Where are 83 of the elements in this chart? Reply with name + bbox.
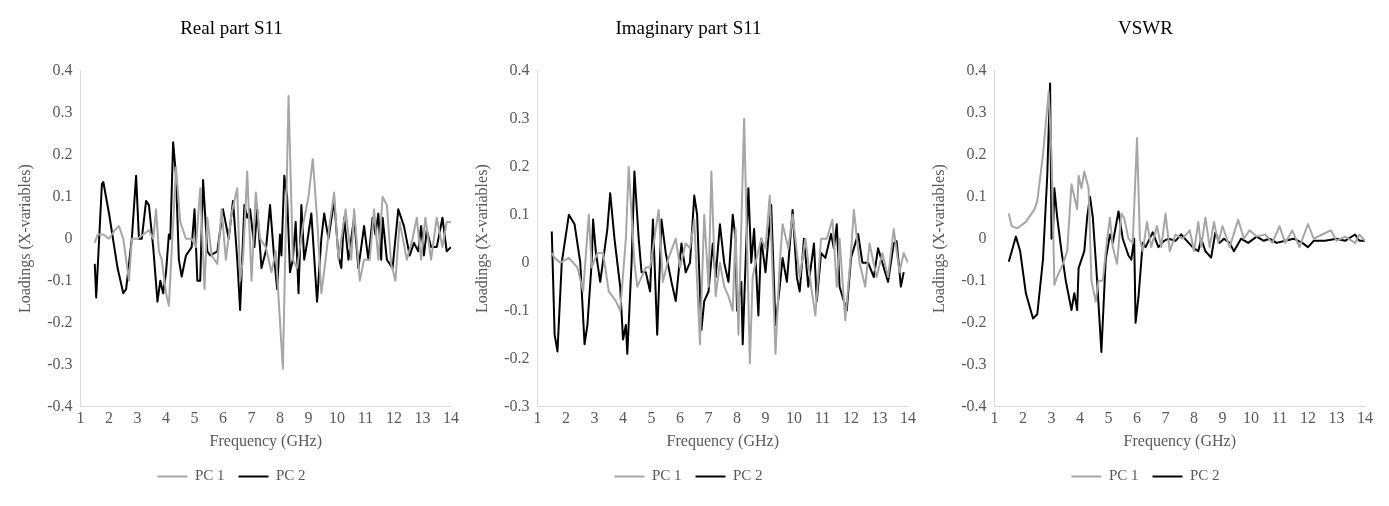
chart-title: Imaginary part S11 (615, 17, 762, 39)
legend-label: PC 1 (1108, 467, 1139, 484)
x-tick-label: 5 (190, 409, 199, 427)
x-axis-title: Frequency (GHz) (209, 431, 322, 450)
x-tick-label: 8 (733, 409, 742, 427)
y-tick-label: -0.3 (961, 354, 987, 372)
y-tick-label: -0.1 (47, 270, 73, 288)
x-tick-label: 14 (1357, 409, 1373, 427)
y-axis-title: Loadings (X-variables) (472, 164, 491, 314)
y-tick-label: 0.4 (966, 61, 987, 78)
y-axis-title: Loadings (X-variables) (929, 164, 948, 314)
x-tick-label: 11 (1271, 409, 1288, 427)
x-tick-label: 3 (133, 409, 142, 427)
x-tick-label: 2 (562, 409, 571, 427)
x-tick-label: 12 (386, 409, 402, 427)
x-tick-label: 13 (1328, 409, 1345, 427)
x-tick-label: 7 (1161, 409, 1170, 427)
y-axis-title: Loadings (X-variables) (15, 164, 34, 314)
y-tick-label: 0.3 (966, 102, 987, 120)
x-tick-label: 14 (900, 409, 916, 427)
legend-label: PC 1 (194, 467, 225, 484)
x-tick-label: 7 (247, 409, 256, 427)
y-tick-label: -0.4 (961, 396, 987, 414)
y-tick-label: 0.3 (509, 108, 530, 126)
legend-label: PC 2 (1190, 467, 1220, 484)
x-tick-label: 3 (590, 409, 599, 427)
y-tick-label: -0.1 (961, 270, 987, 288)
x-tick-label: 4 (1076, 409, 1085, 427)
legend-label: PC 1 (651, 467, 682, 484)
x-tick-label: 6 (676, 409, 685, 427)
x-tick-label: 8 (276, 409, 285, 427)
y-tick-label: 0.2 (52, 144, 73, 162)
y-tick-label: -0.2 (961, 312, 987, 330)
legend-label: PC 2 (276, 467, 306, 484)
x-tick-label: 11 (357, 409, 374, 427)
y-tick-label: 0.1 (52, 186, 73, 204)
x-tick-label: 5 (647, 409, 656, 427)
y-tick-label: 0 (978, 228, 987, 246)
x-axis-title: Frequency (GHz) (1123, 431, 1236, 450)
x-tick-label: 9 (761, 409, 770, 427)
y-tick-label: -0.2 (47, 312, 73, 330)
x-tick-label: 10 (786, 409, 803, 427)
y-tick-label: -0.2 (504, 348, 530, 366)
x-tick-label: 6 (219, 409, 228, 427)
x-tick-label: 13 (871, 409, 888, 427)
y-tick-label: -0.3 (47, 354, 73, 372)
x-tick-label: 10 (1243, 409, 1260, 427)
x-tick-label: 4 (619, 409, 628, 427)
chart-title: VSWR (1118, 17, 1174, 39)
x-tick-label: 3 (1047, 409, 1056, 427)
x-tick-label: 6 (1133, 409, 1142, 427)
y-tick-label: 0.4 (52, 61, 73, 78)
y-tick-label: 0.2 (509, 156, 530, 174)
y-tick-label: 0.4 (509, 61, 530, 78)
y-tick-label: -0.1 (504, 300, 530, 318)
x-tick-label: 2 (105, 409, 114, 427)
x-tick-label: 9 (304, 409, 313, 427)
x-tick-label: 1 (76, 409, 85, 427)
x-tick-label: 9 (1218, 409, 1227, 427)
x-axis-title: Frequency (GHz) (666, 431, 779, 450)
x-tick-label: 5 (1104, 409, 1113, 427)
legend-label: PC 2 (733, 467, 763, 484)
y-tick-label: 0.2 (966, 144, 987, 162)
x-tick-label: 1 (533, 409, 542, 427)
x-tick-label: 1 (990, 409, 999, 427)
x-tick-label: 11 (814, 409, 831, 427)
y-tick-label: 0.1 (509, 204, 530, 222)
x-tick-label: 12 (1300, 409, 1316, 427)
y-tick-label: -0.4 (47, 396, 73, 414)
x-tick-label: 14 (443, 409, 459, 427)
x-tick-label: 4 (162, 409, 171, 427)
x-tick-label: 13 (414, 409, 431, 427)
x-tick-label: 7 (704, 409, 713, 427)
y-tick-label: 0.3 (52, 102, 73, 120)
x-tick-label: 2 (1019, 409, 1028, 427)
x-tick-label: 8 (1190, 409, 1199, 427)
y-tick-label: -0.3 (504, 396, 530, 414)
chart-title: Real part S11 (180, 17, 283, 39)
x-tick-label: 12 (843, 409, 859, 427)
y-tick-label: 0 (64, 228, 73, 246)
y-tick-label: 0 (521, 252, 530, 270)
x-tick-label: 10 (329, 409, 346, 427)
y-tick-label: 0.1 (966, 186, 987, 204)
